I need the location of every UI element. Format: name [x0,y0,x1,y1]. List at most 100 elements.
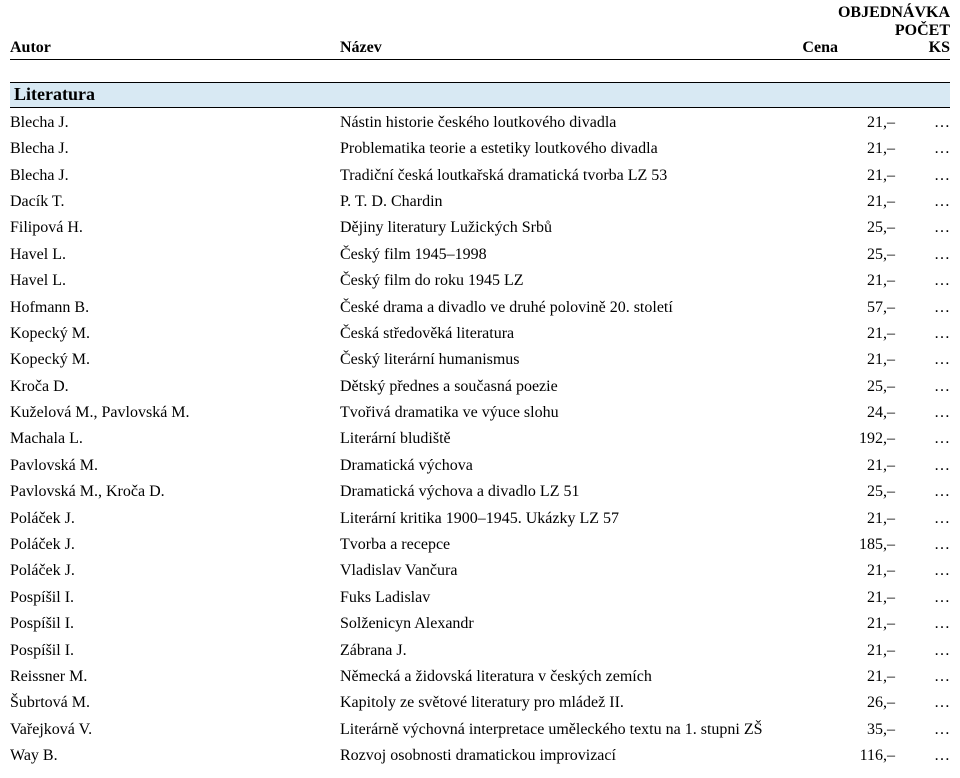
cell-author: Poláček J. [10,558,340,584]
cell-qty: … [895,189,950,215]
cell-qty: … [895,664,950,690]
cell-price: 116,– [830,743,895,769]
cell-author: Pavlovská M., Kroča D. [10,479,340,505]
cell-price: 21,– [830,136,895,162]
cell-qty: … [895,532,950,558]
table-row: Pavlovská M.Dramatická výchova21,–… [10,453,950,479]
cell-price: 21,– [830,268,895,294]
header-order-label: OBJEDNÁVKA POČET KS [838,4,950,57]
cell-title: Dějiny literatury Lužických Srbů [340,215,830,241]
cell-qty: … [895,295,950,321]
section-header: Literatura [10,82,950,108]
cell-author: Poláček J. [10,532,340,558]
cell-title: České drama a divadlo ve druhé polovině … [340,295,830,321]
cell-qty: … [895,347,950,373]
cell-qty: … [895,110,950,136]
table-row: Blecha J.Nástin historie českého loutkov… [10,110,950,136]
table-row: Poláček J.Tvorba a recepce185,–… [10,532,950,558]
cell-qty: … [895,453,950,479]
table-row: Dacík T.P. T. D. Chardin21,–… [10,189,950,215]
cell-qty: … [895,558,950,584]
header-order-line2: POČET [838,22,950,40]
table-row: Šubrtová M.Kapitoly ze světové literatur… [10,690,950,716]
header-order-line3: KS [838,39,950,57]
cell-title: Tvorba a recepce [340,532,830,558]
cell-title: Tradiční česká loutkařská dramatická tvo… [340,163,830,189]
cell-qty: … [895,215,950,241]
table-row: Kopecký M.Česká středověká literatura21,… [10,321,950,347]
cell-title: Tvořivá dramatika ve výuce slohu [340,400,830,426]
cell-title: Česká středověká literatura [340,321,830,347]
table-row: Reissner M.Německá a židovská literatura… [10,664,950,690]
cell-title: Problematika teorie a estetiky loutkovéh… [340,136,830,162]
cell-price: 21,– [830,453,895,479]
cell-author: Pavlovská M. [10,453,340,479]
cell-title: Dramatická výchova [340,453,830,479]
cell-qty: … [895,374,950,400]
table-row: Poláček J.Literární kritika 1900–1945. U… [10,506,950,532]
cell-author: Poláček J. [10,506,340,532]
cell-author: Way B. [10,743,340,769]
cell-price: 21,– [830,611,895,637]
table-row: Pospíšil I.Fuks Ladislav21,–… [10,585,950,611]
table-row: Vařejková V.Literárně výchovná interpret… [10,717,950,743]
cell-price: 185,– [830,532,895,558]
cell-author: Reissner M. [10,664,340,690]
cell-qty: … [895,426,950,452]
cell-qty: … [895,743,950,769]
table-row: Pospíšil I.Solženicyn Alexandr21,–… [10,611,950,637]
table-row: Blecha J.Problematika teorie a estetiky … [10,136,950,162]
cell-price: 21,– [830,558,895,584]
table-row: Pavlovská M., Kroča D.Dramatická výchova… [10,479,950,505]
cell-author: Havel L. [10,242,340,268]
cell-title: Dramatická výchova a divadlo LZ 51 [340,479,830,505]
cell-title: Fuks Ladislav [340,585,830,611]
cell-title: Rozvoj osobnosti dramatickou improvizací [340,743,830,769]
table-body: Blecha J.Nástin historie českého loutkov… [10,108,950,770]
cell-price: 21,– [830,163,895,189]
table-row: Way B.Rozvoj osobnosti dramatickou impro… [10,743,950,769]
table-row: Kroča D.Dětský přednes a současná poezie… [10,374,950,400]
cell-qty: … [895,717,950,743]
cell-qty: … [895,321,950,347]
cell-title: Vladislav Vančura [340,558,830,584]
cell-title: Solženicyn Alexandr [340,611,830,637]
cell-price: 21,– [830,347,895,373]
section-spacer [10,60,950,82]
cell-price: 25,– [830,479,895,505]
table-row: Kuželová M., Pavlovská M.Tvořivá dramati… [10,400,950,426]
cell-title: Literární kritika 1900–1945. Ukázky LZ 5… [340,506,830,532]
cell-author: Šubrtová M. [10,690,340,716]
cell-price: 25,– [830,242,895,268]
cell-qty: … [895,638,950,664]
cell-title: Český film do roku 1945 LZ [340,268,830,294]
section-title: Literatura [14,84,95,104]
header-price-label: Cena [773,39,838,57]
cell-author: Hofmann B. [10,295,340,321]
cell-price: 24,– [830,400,895,426]
table-row: Poláček J.Vladislav Vančura21,–… [10,558,950,584]
cell-author: Pospíšil I. [10,611,340,637]
table-row: Blecha J.Tradiční česká loutkařská drama… [10,163,950,189]
cell-title: Německá a židovská literatura v českých … [340,664,830,690]
cell-price: 21,– [830,638,895,664]
cell-price: 35,– [830,717,895,743]
cell-author: Blecha J. [10,110,340,136]
cell-qty: … [895,506,950,532]
cell-author: Kroča D. [10,374,340,400]
table-row: Pospíšil I.Zábrana J.21,–… [10,638,950,664]
cell-qty: … [895,136,950,162]
cell-price: 21,– [830,321,895,347]
cell-title: Literární bludiště [340,426,830,452]
cell-price: 25,– [830,374,895,400]
table-row: Kopecký M.Český literární humanismus21,–… [10,347,950,373]
cell-title: Český film 1945–1998 [340,242,830,268]
table-row: Filipová H.Dějiny literatury Lužických S… [10,215,950,241]
cell-price: 21,– [830,189,895,215]
cell-price: 192,– [830,426,895,452]
cell-author: Blecha J. [10,163,340,189]
cell-qty: … [895,163,950,189]
cell-author: Pospíšil I. [10,585,340,611]
cell-title: Nástin historie českého loutkového divad… [340,110,830,136]
cell-qty: … [895,242,950,268]
